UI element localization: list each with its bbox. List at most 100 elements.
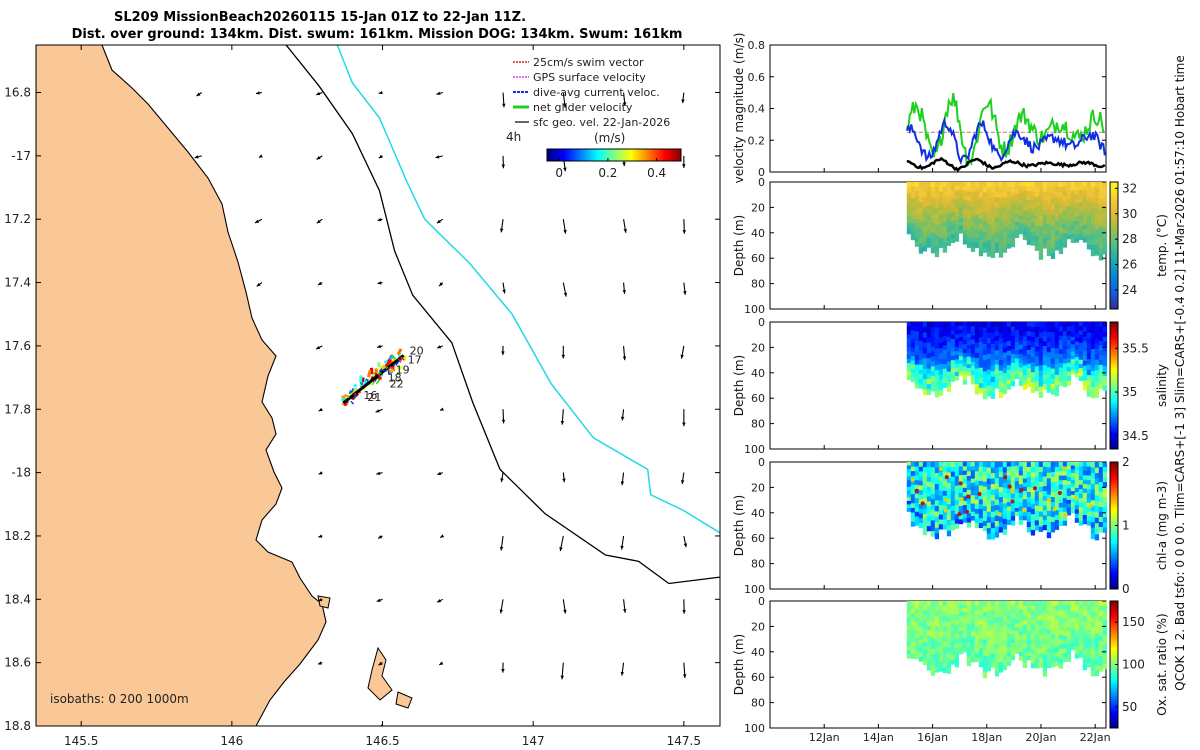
section-cell bbox=[970, 326, 976, 332]
section-cell bbox=[914, 484, 920, 490]
section-cell bbox=[906, 226, 912, 231]
section-cell bbox=[1034, 639, 1040, 645]
section-cell bbox=[930, 247, 936, 254]
speed-colorbar-cell bbox=[676, 149, 678, 161]
section-cell bbox=[1014, 366, 1020, 371]
speed-colorbar-cell bbox=[625, 149, 627, 161]
section-cell bbox=[974, 614, 980, 619]
map-ytick-label: 18.8 bbox=[4, 719, 31, 733]
section-colorbar-tick-label: 100 bbox=[1122, 658, 1145, 672]
section-cell bbox=[1054, 364, 1060, 370]
section-colorbar-tick-label: 24 bbox=[1122, 283, 1137, 297]
section-cell bbox=[1090, 343, 1096, 350]
section-colorbar-cell bbox=[1110, 536, 1118, 538]
section-colorbar-cell bbox=[1110, 508, 1118, 510]
section-cell bbox=[1050, 652, 1056, 658]
section-cell bbox=[986, 640, 992, 647]
speed-colorbar-cell bbox=[604, 149, 606, 161]
section-colorbar-cell bbox=[1110, 193, 1118, 195]
section-cell bbox=[970, 486, 976, 492]
section-cell bbox=[926, 237, 932, 243]
section-cell bbox=[910, 503, 916, 509]
section-cell bbox=[970, 196, 976, 203]
section-cell bbox=[1070, 601, 1076, 605]
track-vector bbox=[381, 369, 387, 373]
section-cell bbox=[1046, 478, 1052, 485]
section-cell bbox=[1078, 653, 1084, 658]
section-colorbar-cell bbox=[1110, 619, 1118, 621]
section-cell bbox=[978, 250, 984, 257]
section-cell bbox=[1030, 367, 1036, 373]
section-cell bbox=[1054, 353, 1060, 360]
section-cell bbox=[1074, 237, 1080, 243]
section-cell bbox=[1086, 648, 1092, 654]
speed-colorbar-cell bbox=[547, 149, 549, 161]
section-cell bbox=[1038, 365, 1044, 371]
section-cell bbox=[1026, 363, 1032, 369]
section-colorbar-cell bbox=[1110, 387, 1118, 389]
section-colorbar-cell bbox=[1110, 415, 1118, 417]
section-cell bbox=[926, 501, 932, 507]
section-cell bbox=[934, 662, 940, 668]
section-cell bbox=[1034, 351, 1040, 357]
section-cell bbox=[930, 351, 936, 357]
section-cell bbox=[1066, 481, 1072, 486]
section-cell bbox=[1002, 630, 1008, 636]
section-cell bbox=[1094, 348, 1100, 355]
section-colorbar-cell bbox=[1110, 434, 1118, 436]
section-cell bbox=[922, 467, 928, 473]
section-colorbar-cell bbox=[1110, 243, 1118, 245]
section-cell bbox=[1014, 213, 1020, 219]
section-cell bbox=[934, 246, 940, 252]
section-cell bbox=[926, 389, 932, 395]
section-cell bbox=[1082, 601, 1088, 607]
section-cell bbox=[970, 216, 976, 223]
section-cell bbox=[962, 518, 968, 523]
section-cell bbox=[1042, 182, 1048, 188]
section-cell bbox=[986, 332, 992, 339]
section-cell bbox=[1102, 192, 1108, 198]
section-cell bbox=[930, 509, 936, 516]
section-cell bbox=[942, 326, 948, 332]
section-cell bbox=[910, 646, 916, 651]
section-cell bbox=[1066, 190, 1072, 195]
section-cell bbox=[1074, 601, 1080, 606]
section-colorbar-cell bbox=[1110, 681, 1118, 683]
section-cell bbox=[1078, 330, 1084, 335]
section-cell bbox=[974, 462, 980, 468]
section-colorbar-cell bbox=[1110, 478, 1118, 480]
section-cell bbox=[1026, 462, 1032, 468]
section-cell bbox=[1070, 225, 1076, 230]
section-cell bbox=[1082, 182, 1088, 187]
section-cell bbox=[966, 638, 972, 644]
section-cell bbox=[990, 203, 996, 210]
section-colorbar-cell bbox=[1110, 533, 1118, 535]
section-colorbar-cell bbox=[1110, 255, 1118, 257]
section-cell bbox=[994, 232, 1000, 238]
section-colorbar-cell bbox=[1110, 514, 1118, 516]
section-cell bbox=[966, 210, 972, 216]
section-cell bbox=[1010, 340, 1016, 346]
section-cell bbox=[982, 476, 988, 482]
section-cell bbox=[1102, 487, 1108, 493]
section-cell bbox=[1102, 207, 1108, 214]
velocity-vector-head bbox=[255, 219, 260, 223]
section-colorbar-cell bbox=[1110, 559, 1118, 561]
section-cell bbox=[938, 369, 944, 375]
section-cell bbox=[1078, 613, 1084, 618]
section-cell bbox=[994, 665, 1000, 672]
section-colorbar-cell bbox=[1110, 244, 1118, 246]
section-cell bbox=[906, 371, 912, 376]
track-day-label: 18 bbox=[388, 371, 402, 384]
section-colorbar-cell bbox=[1110, 423, 1118, 425]
section-colorbar-cell bbox=[1110, 542, 1118, 544]
section-cell bbox=[1094, 649, 1100, 655]
section-colorbar-cell bbox=[1110, 685, 1118, 687]
section-cell bbox=[1030, 488, 1036, 494]
velocity-vector-head bbox=[563, 229, 567, 234]
section-cell bbox=[1006, 637, 1012, 643]
section-cell bbox=[1018, 484, 1024, 490]
section-cell bbox=[922, 186, 928, 193]
section-cell bbox=[1010, 480, 1016, 485]
